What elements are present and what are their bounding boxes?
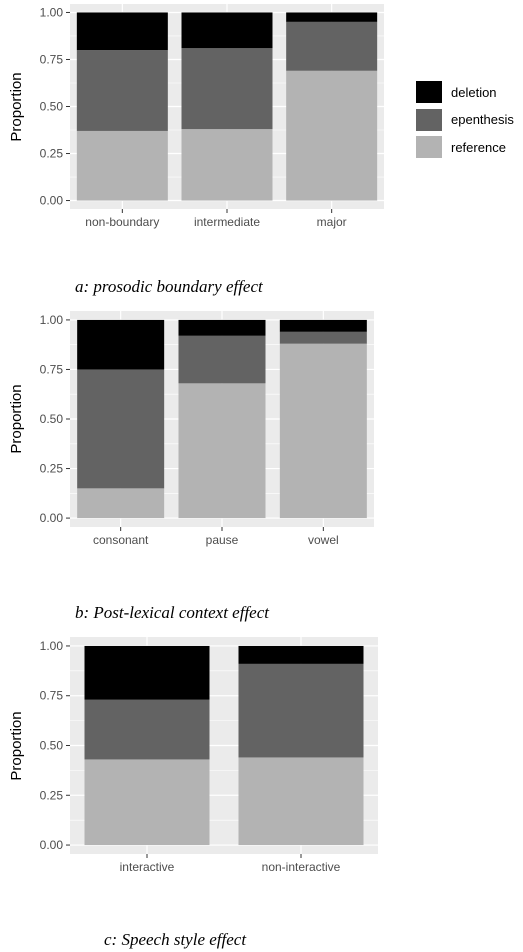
bar-reference xyxy=(181,129,273,201)
x-tick-label: interactive xyxy=(120,860,175,874)
y-tick-label: 0.50 xyxy=(40,100,64,114)
bar-deletion xyxy=(76,12,168,51)
bar-epenthesis xyxy=(238,663,364,758)
bar-epenthesis xyxy=(84,699,210,760)
bar-reference xyxy=(76,130,168,201)
chart-caption: a: prosodic boundary effect xyxy=(75,277,264,296)
y-tick-label: 0.00 xyxy=(40,511,64,525)
chart-caption: b: Post-lexical context effect xyxy=(75,603,270,622)
bar-reference xyxy=(178,383,266,519)
bar-deletion xyxy=(238,645,364,664)
chart-panel-3: 0.00 0.25 0.50 0.75 1.00 interactive non-inter… xyxy=(8,637,378,949)
bar-epenthesis xyxy=(76,50,168,131)
legend-label-reference: reference xyxy=(451,140,506,155)
y-tick-label: 0.50 xyxy=(40,412,64,426)
x-tick-label: intermediate xyxy=(194,215,260,229)
bar-deletion xyxy=(77,319,165,370)
bar-epenthesis xyxy=(279,331,367,344)
legend-swatch-reference xyxy=(416,136,442,158)
y-tick-label: 0.50 xyxy=(40,739,64,753)
bar-deletion xyxy=(279,319,367,332)
chart-panel-1: 0.00 0.25 0.50 0.75 1.00 non-boundary intermed… xyxy=(8,4,384,296)
chart-caption: c: Speech style effect xyxy=(104,930,247,949)
legend-swatch-deletion xyxy=(416,81,442,103)
legend-label-epenthesis: epenthesis xyxy=(451,112,514,127)
bar-deletion xyxy=(84,645,210,700)
y-tick-label: 0.25 xyxy=(40,462,64,476)
bar-deletion xyxy=(178,319,266,336)
bar-deletion xyxy=(286,12,378,22)
y-tick-label: 0.00 xyxy=(40,194,64,208)
bar-epenthesis xyxy=(178,335,266,384)
bar-reference xyxy=(238,757,364,846)
bar-reference xyxy=(279,343,367,519)
bar-reference xyxy=(77,488,165,519)
bar-reference xyxy=(286,70,378,201)
y-tick-label: 0.25 xyxy=(40,147,64,161)
y-tick-label: 1.00 xyxy=(40,313,64,327)
bar-epenthesis xyxy=(77,369,165,489)
bar-deletion xyxy=(181,12,273,49)
y-tick-label: 0.00 xyxy=(40,838,64,852)
charts: 0.00 0.25 0.50 0.75 1.00 non-boundary intermed… xyxy=(8,4,384,949)
y-tick-label: 1.00 xyxy=(40,5,64,19)
bar-reference xyxy=(84,759,210,846)
chart-panel-2: 0.00 0.25 0.50 0.75 1.00 consonant pause vowel P… xyxy=(8,311,374,622)
y-tick-label: 1.00 xyxy=(40,639,64,653)
x-tick-label: major xyxy=(317,215,347,229)
y-tick-label: 0.75 xyxy=(40,689,64,703)
y-tick-label: 0.25 xyxy=(40,788,64,802)
y-tick-label: 0.75 xyxy=(40,362,64,376)
y-axis-title: Proportion xyxy=(8,384,25,453)
x-tick-label: vowel xyxy=(308,533,339,547)
legend-label-deletion: deletion xyxy=(451,85,497,100)
legend: deletion epenthesis reference xyxy=(416,81,514,158)
x-tick-label: pause xyxy=(206,533,239,547)
bar-epenthesis xyxy=(181,48,273,130)
y-axis-title: Proportion xyxy=(8,711,25,780)
y-axis-title: Proportion xyxy=(8,72,25,141)
bar-epenthesis xyxy=(286,21,378,71)
legend-swatch-epenthesis xyxy=(416,109,442,131)
x-tick-label: consonant xyxy=(93,533,149,547)
x-tick-label: non-boundary xyxy=(85,215,159,229)
x-tick-label: non-interactive xyxy=(262,860,341,874)
y-tick-label: 0.75 xyxy=(40,52,64,66)
